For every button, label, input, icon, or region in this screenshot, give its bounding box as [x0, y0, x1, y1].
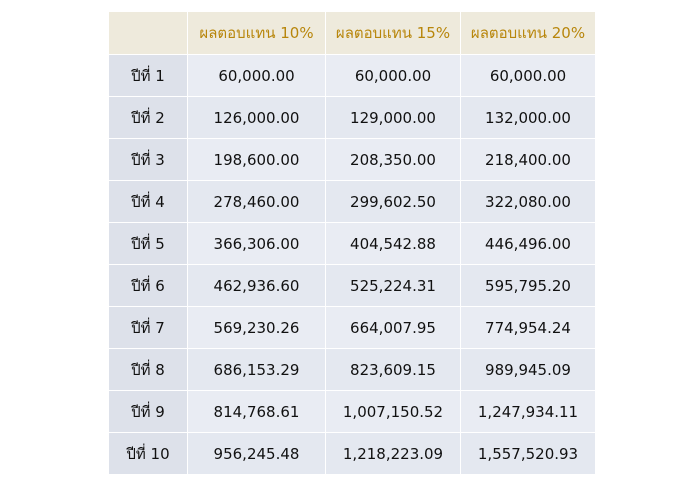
header-return-15: ผลตอบแทน 15%: [325, 11, 461, 55]
return-20-cell: 1,247,934.11: [460, 390, 596, 433]
year-cell: ปีที่ 4: [108, 180, 188, 223]
return-20-cell: 218,400.00: [460, 138, 596, 181]
header-return-10: ผลตอบแทน 10%: [187, 11, 326, 55]
table-row: ปีที่ 7 569,230.26 664,007.95 774,954.24: [108, 306, 596, 349]
return-20-cell: 774,954.24: [460, 306, 596, 349]
return-15-cell: 525,224.31: [325, 264, 461, 307]
table-row: ปีที่ 2 126,000.00 129,000.00 132,000.00: [108, 96, 596, 139]
table-row: ปีที่ 10 956,245.48 1,218,223.09 1,557,5…: [108, 432, 596, 475]
return-10-cell: 198,600.00: [187, 138, 326, 181]
returns-table-container: ผลตอบแทน 10% ผลตอบแทน 15% ผลตอบแทน 20% ป…: [108, 11, 596, 475]
return-10-cell: 126,000.00: [187, 96, 326, 139]
return-15-cell: 129,000.00: [325, 96, 461, 139]
return-15-cell: 1,218,223.09: [325, 432, 461, 475]
table-row: ปีที่ 6 462,936.60 525,224.31 595,795.20: [108, 264, 596, 307]
header-corner-cell: [108, 11, 188, 55]
return-10-cell: 462,936.60: [187, 264, 326, 307]
year-cell: ปีที่ 5: [108, 222, 188, 265]
year-cell: ปีที่ 2: [108, 96, 188, 139]
return-20-cell: 595,795.20: [460, 264, 596, 307]
return-15-cell: 1,007,150.52: [325, 390, 461, 433]
return-10-cell: 686,153.29: [187, 348, 326, 391]
return-15-cell: 60,000.00: [325, 54, 461, 97]
return-20-cell: 132,000.00: [460, 96, 596, 139]
table-header: ผลตอบแทน 10% ผลตอบแทน 15% ผลตอบแทน 20%: [108, 11, 596, 55]
table-body: ปีที่ 1 60,000.00 60,000.00 60,000.00 ปี…: [108, 54, 596, 475]
year-cell: ปีที่ 1: [108, 54, 188, 97]
year-cell: ปีที่ 7: [108, 306, 188, 349]
return-10-cell: 569,230.26: [187, 306, 326, 349]
return-15-cell: 664,007.95: [325, 306, 461, 349]
return-20-cell: 1,557,520.93: [460, 432, 596, 475]
year-cell: ปีที่ 6: [108, 264, 188, 307]
returns-table: ผลตอบแทน 10% ผลตอบแทน 15% ผลตอบแทน 20% ป…: [108, 11, 596, 475]
table-row: ปีที่ 5 366,306.00 404,542.88 446,496.00: [108, 222, 596, 265]
year-cell: ปีที่ 3: [108, 138, 188, 181]
year-cell: ปีที่ 9: [108, 390, 188, 433]
table-row: ปีที่ 9 814,768.61 1,007,150.52 1,247,93…: [108, 390, 596, 433]
table-row: ปีที่ 8 686,153.29 823,609.15 989,945.09: [108, 348, 596, 391]
return-20-cell: 989,945.09: [460, 348, 596, 391]
return-15-cell: 208,350.00: [325, 138, 461, 181]
return-15-cell: 404,542.88: [325, 222, 461, 265]
return-10-cell: 278,460.00: [187, 180, 326, 223]
return-10-cell: 814,768.61: [187, 390, 326, 433]
return-20-cell: 60,000.00: [460, 54, 596, 97]
header-return-20: ผลตอบแทน 20%: [460, 11, 596, 55]
year-cell: ปีที่ 10: [108, 432, 188, 475]
return-10-cell: 366,306.00: [187, 222, 326, 265]
return-20-cell: 446,496.00: [460, 222, 596, 265]
return-10-cell: 956,245.48: [187, 432, 326, 475]
year-cell: ปีที่ 8: [108, 348, 188, 391]
return-20-cell: 322,080.00: [460, 180, 596, 223]
table-row: ปีที่ 3 198,600.00 208,350.00 218,400.00: [108, 138, 596, 181]
table-row: ปีที่ 4 278,460.00 299,602.50 322,080.00: [108, 180, 596, 223]
return-15-cell: 299,602.50: [325, 180, 461, 223]
header-row: ผลตอบแทน 10% ผลตอบแทน 15% ผลตอบแทน 20%: [108, 11, 596, 55]
return-10-cell: 60,000.00: [187, 54, 326, 97]
table-row: ปีที่ 1 60,000.00 60,000.00 60,000.00: [108, 54, 596, 97]
return-15-cell: 823,609.15: [325, 348, 461, 391]
